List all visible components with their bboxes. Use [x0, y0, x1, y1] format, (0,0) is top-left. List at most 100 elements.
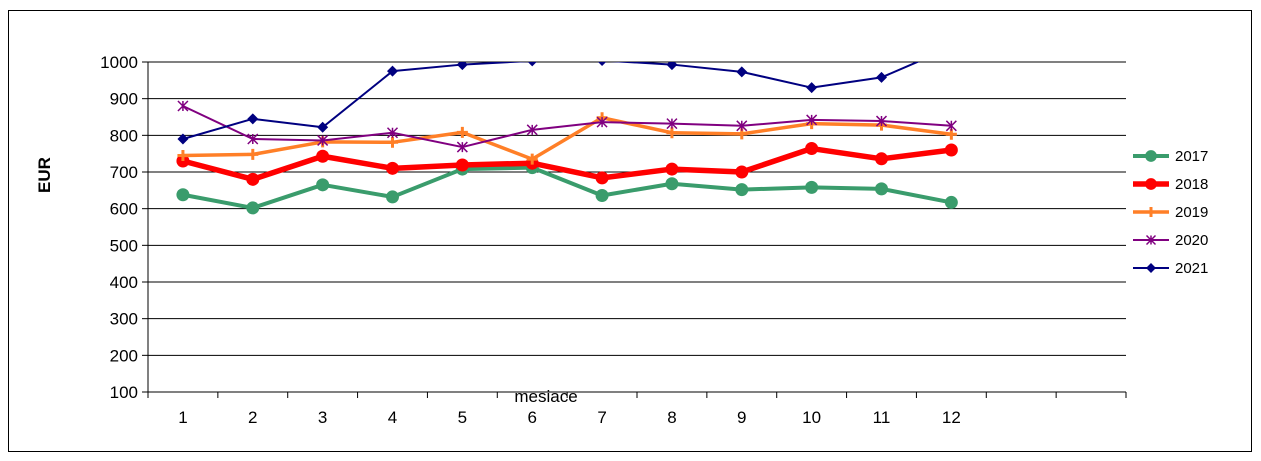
marker-2017-4 — [386, 190, 399, 204]
marker-2019-2 — [247, 148, 259, 160]
y-tick-label: 800 — [110, 126, 138, 145]
legend-item-2020: 2020 — [1133, 232, 1208, 249]
marker-legend-2019 — [1146, 207, 1156, 217]
y-tick-label: 100 — [110, 383, 138, 402]
series-line-2017 — [182, 165, 952, 210]
y-tick-label: 900 — [110, 90, 138, 109]
marker-2018-10 — [805, 142, 819, 156]
marker-2017-9 — [735, 183, 749, 197]
marker-2020-3 — [317, 134, 329, 146]
x-tick-label: 6 — [527, 408, 536, 427]
marker-2018-3 — [316, 149, 330, 163]
marker-2021-7 — [598, 62, 607, 67]
marker-2020-1 — [177, 100, 189, 112]
y-tick-label: 200 — [110, 346, 138, 365]
legend-label-2018: 2018 — [1175, 176, 1208, 193]
chart-frame — [8, 10, 1252, 452]
x-tick-label: 5 — [458, 408, 467, 427]
marker-2021-10 — [806, 82, 818, 94]
series-line-2018 — [182, 145, 952, 183]
marker-2018-9 — [735, 165, 749, 179]
marker-2020-4 — [386, 127, 399, 139]
marker-legend-2021 — [1146, 263, 1156, 273]
marker-2019-6 — [526, 153, 538, 165]
x-tick-label: 2 — [248, 408, 257, 427]
marker-2020-7 — [596, 116, 608, 128]
series-line-2019 — [182, 115, 952, 161]
marker-2017-10 — [805, 180, 819, 194]
x-tick-label: 1 — [178, 408, 187, 427]
x-tick-label: 7 — [597, 408, 606, 427]
series-2020 — [177, 100, 957, 153]
series-2021 — [177, 42, 957, 145]
marker-2020-9 — [736, 120, 748, 132]
marker-2018-5 — [455, 158, 469, 172]
legend-item-2021: 2021 — [1133, 260, 1208, 277]
marker-2020-6 — [526, 124, 538, 136]
marker-2021-4 — [387, 65, 398, 77]
x-tick-label: 8 — [667, 408, 676, 427]
gridlines — [148, 61, 1126, 393]
legend-item-2017: 2017 — [1133, 148, 1208, 165]
marker-2020-11 — [875, 115, 888, 127]
marker-2017-11 — [875, 182, 888, 196]
y-tick-label: 500 — [110, 236, 138, 255]
marker-2021-12 — [946, 42, 957, 53]
x-tick-label: 4 — [388, 408, 397, 427]
legend-label-2020: 2020 — [1175, 232, 1208, 249]
marker-2021-8 — [666, 62, 678, 71]
x-tick-label: 3 — [318, 408, 327, 427]
marker-legend-2017 — [1145, 150, 1157, 162]
marker-2021-5 — [456, 62, 468, 71]
marker-2017-12 — [944, 195, 958, 209]
marker-2017-2 — [246, 201, 260, 215]
marker-2018-12 — [944, 143, 958, 157]
y-tick-label: 700 — [110, 163, 138, 182]
marker-2018-11 — [875, 152, 888, 166]
marker-2021-9 — [736, 66, 748, 78]
marker-2017-1 — [176, 188, 190, 202]
legend-label-2017: 2017 — [1175, 148, 1208, 165]
legend-item-2018: 2018 — [1133, 176, 1208, 193]
y-tick-label: 1000 — [100, 53, 138, 72]
legend: 2017 2018 2019 2020 2021 — [1133, 148, 1208, 277]
marker-2018-8 — [665, 162, 679, 176]
marker-legend-2018 — [1145, 178, 1157, 190]
marker-2018-7 — [595, 171, 609, 185]
x-tick-label: 12 — [942, 408, 961, 427]
marker-2021-3 — [317, 121, 329, 133]
legend-label-2021: 2021 — [1175, 260, 1208, 277]
y-tick-label: 300 — [110, 310, 138, 329]
series-line-2021 — [182, 62, 920, 140]
marker-2017-7 — [595, 188, 609, 202]
plot-area — [176, 42, 958, 215]
marker-2019-1 — [177, 150, 189, 161]
marker-2020-8 — [666, 118, 678, 130]
y-tick-label: 600 — [110, 200, 138, 219]
marker-2018-4 — [386, 161, 399, 175]
marker-2020-10 — [806, 114, 818, 126]
legend-item-2019: 2019 — [1133, 204, 1208, 221]
marker-2018-2 — [246, 172, 260, 186]
series-line-2020 — [182, 105, 952, 149]
marker-2019-8 — [666, 127, 678, 139]
x-tick-label: 11 — [873, 408, 891, 427]
legend-label-2019: 2019 — [1175, 204, 1208, 221]
x-axis-title: mesiace — [514, 387, 577, 406]
marker-2020-5 — [456, 141, 468, 153]
marker-2017-3 — [316, 178, 330, 192]
y-tick-label: 400 — [110, 273, 138, 292]
marker-2019-4 — [387, 136, 398, 148]
marker-2017-8 — [665, 177, 679, 191]
series-lines — [176, 42, 958, 215]
x-tick-label: 9 — [737, 408, 746, 427]
marker-2021-6 — [527, 62, 537, 67]
series-2019 — [177, 112, 957, 165]
marker-legend-2020 — [1145, 234, 1157, 246]
marker-2020-2 — [247, 133, 259, 145]
marker-2021-1 — [177, 133, 189, 145]
marker-2021-11 — [876, 71, 887, 83]
marker-2019-5 — [456, 126, 468, 138]
y-axis-title: EUR — [35, 157, 54, 193]
